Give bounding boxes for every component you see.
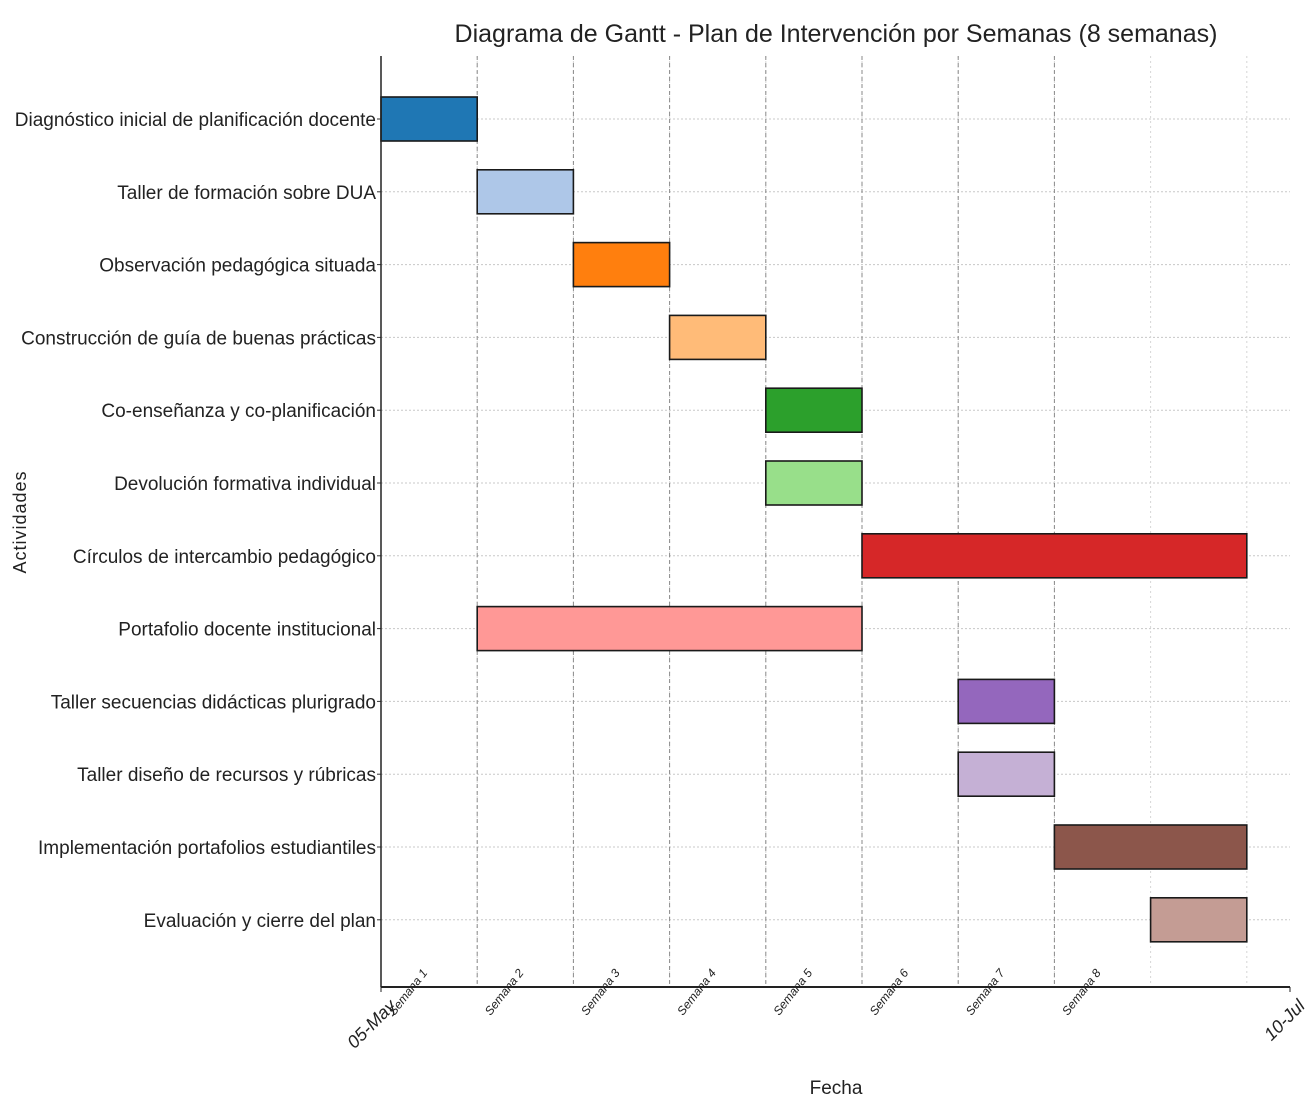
activity-label: Taller de formación sobre DUA: [117, 183, 376, 204]
activity-label: Construcción de guía de buenas prácticas: [21, 328, 376, 349]
x-tick-label: 10-Jul: [1260, 995, 1310, 1045]
gantt-bar: [764, 387, 863, 434]
gantt-bar: [380, 96, 478, 142]
gantt-bar: [476, 169, 575, 215]
activity-label: Observación pedagógica situada: [99, 256, 376, 277]
week-label: Semana 7: [963, 965, 1009, 1018]
gantt-bar: [1149, 896, 1248, 943]
x-tick-label: 05-May: [343, 995, 400, 1052]
week-label: Semana 4: [674, 966, 719, 1018]
gantt-bar: [1053, 824, 1248, 870]
gantt-bar: [476, 605, 863, 652]
gantt-bar: [668, 314, 767, 361]
activity-label: Evaluación y cierre del plan: [144, 911, 376, 932]
gantt-bar: [957, 678, 1056, 725]
chart-title: Diagrama de Gantt - Plan de Intervención…: [455, 20, 1218, 48]
bars-layer: [380, 96, 1248, 943]
activity-label: Portafolio docente institucional: [118, 620, 376, 641]
week-label: Semana 6: [867, 966, 912, 1018]
week-label: Semana 5: [770, 966, 815, 1018]
activity-label: Devolución formativa individual: [114, 474, 376, 495]
gantt-bar: [572, 241, 671, 288]
activity-label: Implementación portafolios estudiantiles: [38, 838, 376, 859]
activity-label: Círculos de intercambio pedagógico: [73, 547, 376, 568]
activity-label: Co-enseñanza y co-planificación: [101, 401, 376, 422]
activity-label: Taller secuencias didácticas plurigrado: [51, 692, 376, 713]
gantt-bar: [861, 532, 1248, 579]
y-axis-title: Actividades: [10, 470, 30, 573]
gantt-bar: [764, 460, 863, 506]
week-label: Semana 3: [578, 966, 623, 1018]
gantt-bar: [957, 751, 1056, 798]
activity-label: Taller diseño de recursos y rúbricas: [77, 765, 376, 786]
week-label: Semana 8: [1059, 966, 1104, 1018]
activity-label: Diagnóstico inicial de planificación doc…: [15, 110, 376, 131]
x-axis-title: Fecha: [810, 1078, 863, 1099]
week-label: Semana 2: [482, 966, 527, 1018]
